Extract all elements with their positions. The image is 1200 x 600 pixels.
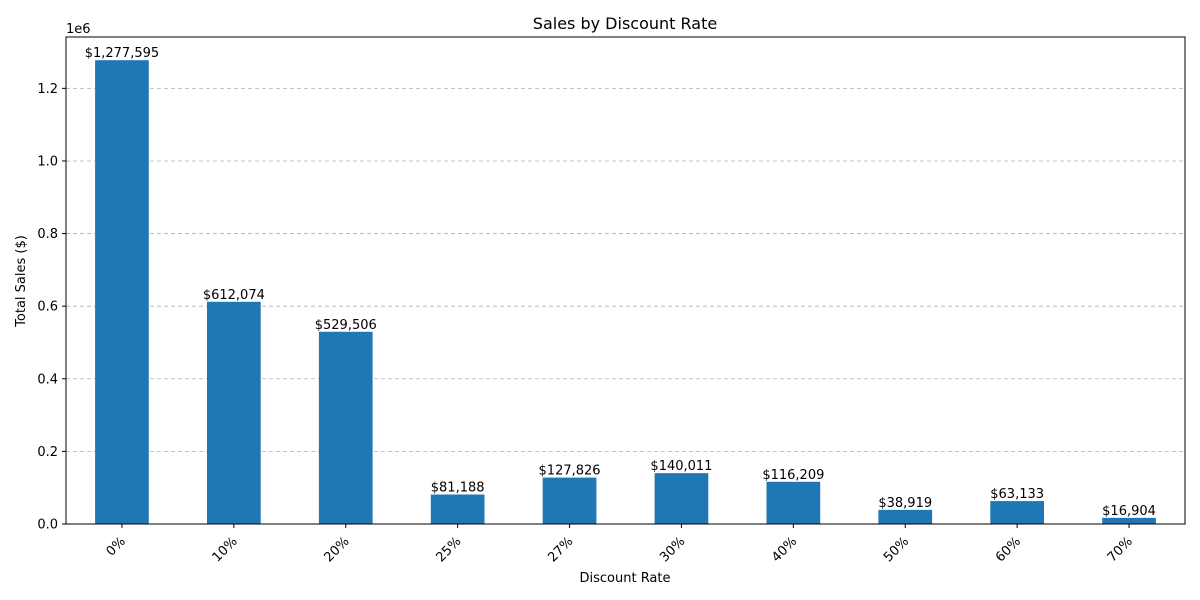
x-tick-label: 60% [993,534,1024,565]
y-tick-label: 0.2 [37,445,58,460]
bar-value-label: $81,188 [431,481,485,496]
chart-title: Sales by Discount Rate [533,14,717,33]
x-tick-label: 0% [104,534,129,559]
x-tick-label: 30% [657,534,688,565]
y-axis-title: Total Sales ($) [14,235,29,328]
bar-value-label: $63,133 [990,487,1044,502]
bar-20pct [318,331,373,524]
bar-70pct [1102,517,1156,524]
bar-0pct [95,60,149,525]
x-axis-title: Discount Rate [579,571,670,586]
bar-30pct [654,473,709,524]
x-tick-label: 50% [881,534,912,565]
bar-10pct [206,301,261,524]
bar-25pct [430,494,485,524]
y-tick-label: 0.6 [37,300,58,315]
axes [62,36,1186,528]
y-axis-offset-label: 1e6 [66,22,91,37]
y-tick-label: 1.0 [37,154,58,169]
bar-value-label: $16,904 [1102,504,1156,519]
grid-lines [66,87,1185,452]
x-tick-label: 40% [769,534,800,565]
bar-value-label: $116,209 [762,468,824,483]
labels: $1,277,595 0% $612,074 10% $529,506 20% $81,18… [37,46,1156,565]
y-tick-label: 0.8 [37,227,58,242]
x-tick-label: 20% [322,534,353,565]
bar-value-label: $127,826 [539,464,601,479]
x-tick-label: 10% [210,534,241,565]
bar-60pct [990,501,1045,524]
y-tick-label: 0.4 [37,372,58,387]
bar-value-label: $612,074 [203,288,265,303]
bar-27pct [542,477,597,524]
x-tick-label: 27% [545,534,576,565]
bar-value-label: $529,506 [315,318,377,333]
y-tick-label: 0.0 [37,518,58,533]
bar-value-label: $140,011 [650,459,712,474]
bar-value-label: $1,277,595 [85,46,159,61]
y-tick-label: 1.2 [37,82,58,97]
bar-40pct [766,481,821,524]
plot-frame [65,36,1186,525]
bar-value-label: $38,919 [878,496,932,511]
x-tick-label: 25% [433,534,464,565]
bars [95,60,1156,525]
bar-50pct [878,509,933,524]
x-tick-label: 70% [1105,534,1136,565]
